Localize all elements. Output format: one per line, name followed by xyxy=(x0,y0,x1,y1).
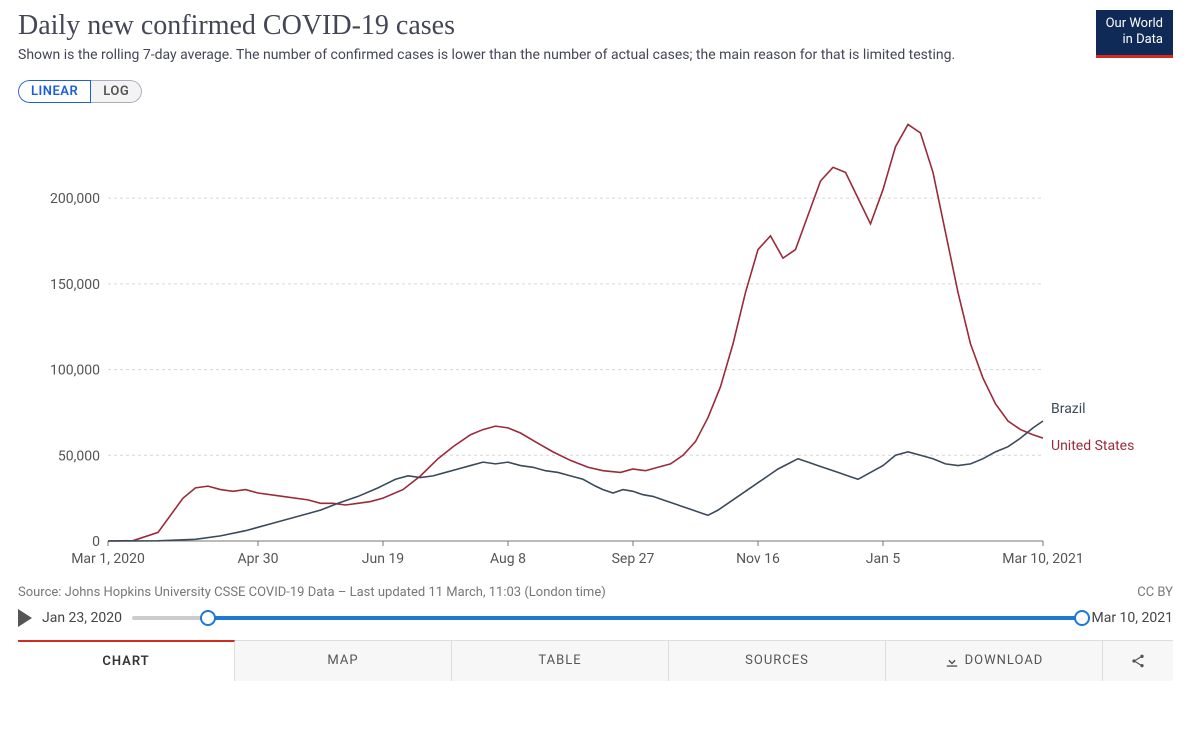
svg-text:Jan 5: Jan 5 xyxy=(866,551,901,567)
timeline-slider[interactable] xyxy=(132,606,1082,630)
svg-text:50,000: 50,000 xyxy=(58,448,100,464)
scale-toggle: LINEAR LOG xyxy=(18,80,142,103)
timeline-track-fill xyxy=(208,616,1082,620)
timeline-end-label: Mar 10, 2021 xyxy=(1092,610,1174,626)
svg-text:United States: United States xyxy=(1051,438,1134,454)
share-icon xyxy=(1130,653,1146,669)
scale-linear-button[interactable]: LINEAR xyxy=(18,80,91,103)
svg-text:Apr 30: Apr 30 xyxy=(238,551,279,567)
chart-area: 0 50,000 100,000 150,000 200,000 Mar 1, 2020 A… xyxy=(18,111,1173,581)
page-subtitle: Shown is the rolling 7-day average. The … xyxy=(18,46,955,66)
scale-log-button[interactable]: LOG xyxy=(91,80,142,103)
owid-logo[interactable]: Our World in Data xyxy=(1096,10,1173,58)
svg-text:150,000: 150,000 xyxy=(50,276,100,292)
line-chart[interactable]: 0 50,000 100,000 150,000 200,000 Mar 1, 2020 A… xyxy=(18,111,1173,581)
svg-text:100,000: 100,000 xyxy=(50,362,100,378)
svg-text:Nov 16: Nov 16 xyxy=(736,551,780,567)
svg-text:Jun 19: Jun 19 xyxy=(362,551,404,567)
tab-download[interactable]: DOWNLOAD xyxy=(886,641,1103,681)
tabs-bar: CHART MAP TABLE SOURCES DOWNLOAD xyxy=(18,640,1173,681)
svg-text:Brazil: Brazil xyxy=(1051,401,1086,417)
svg-text:Mar 10, 2021: Mar 10, 2021 xyxy=(1002,551,1084,567)
timeline-handle-end[interactable] xyxy=(1074,610,1090,626)
tab-map[interactable]: MAP xyxy=(235,641,452,681)
svg-text:Aug 8: Aug 8 xyxy=(490,551,526,567)
logo-line2: in Data xyxy=(1106,32,1163,48)
tab-chart[interactable]: CHART xyxy=(18,640,235,681)
tab-download-label: DOWNLOAD xyxy=(965,653,1044,668)
source-text: Source: Johns Hopkins University CSSE CO… xyxy=(18,585,606,600)
svg-text:Mar 1, 2020: Mar 1, 2020 xyxy=(71,551,145,567)
logo-line1: Our World xyxy=(1106,16,1163,32)
download-icon xyxy=(945,654,959,668)
svg-text:0: 0 xyxy=(92,534,100,550)
license-text[interactable]: CC BY xyxy=(1137,585,1173,600)
timeline-handle-start[interactable] xyxy=(200,610,216,626)
timeline-start-label: Jan 23, 2020 xyxy=(42,610,122,626)
page-title: Daily new confirmed COVID-19 cases xyxy=(18,10,955,42)
tab-table[interactable]: TABLE xyxy=(452,641,669,681)
tab-sources[interactable]: SOURCES xyxy=(669,641,886,681)
svg-text:200,000: 200,000 xyxy=(50,191,100,207)
play-button[interactable] xyxy=(18,609,32,627)
svg-text:Sep 27: Sep 27 xyxy=(612,551,655,567)
tab-share[interactable] xyxy=(1103,641,1173,681)
